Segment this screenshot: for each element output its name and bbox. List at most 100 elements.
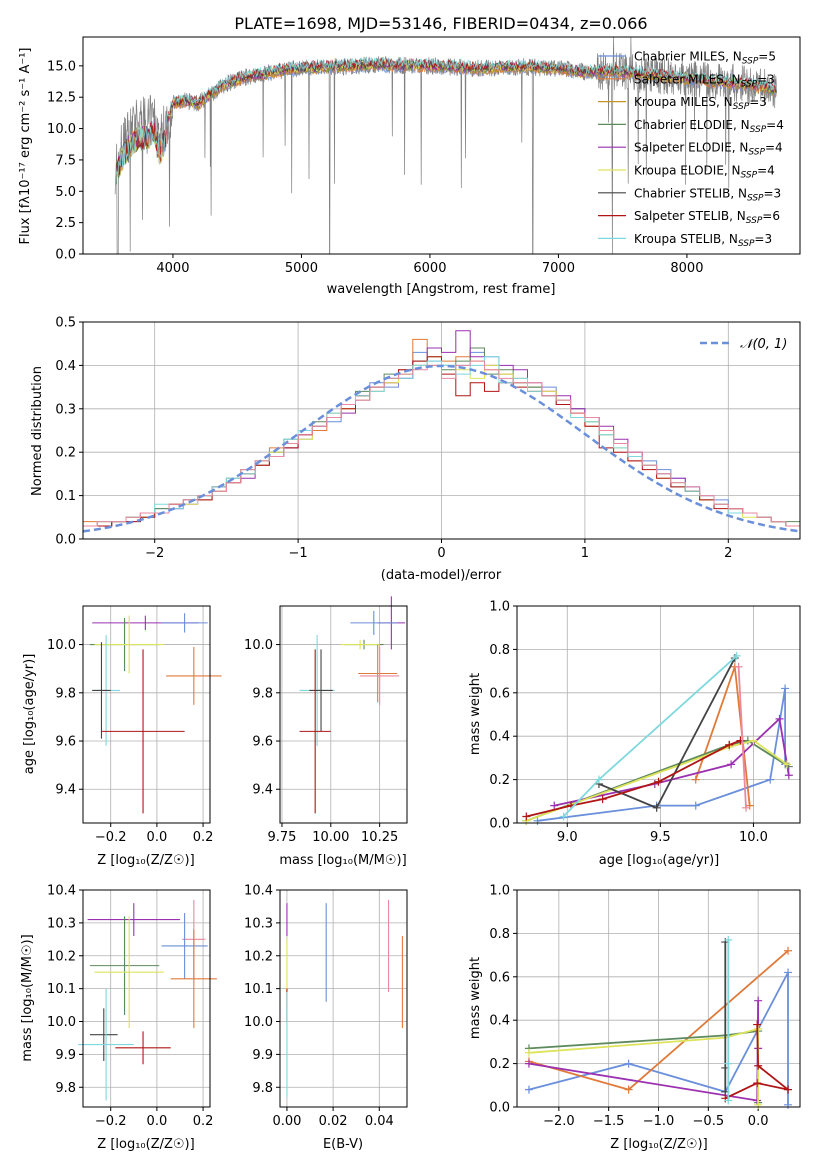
plus-marker — [766, 775, 775, 784]
legend-label: Kroupa MILES, NSSP=3 — [634, 95, 767, 112]
y-tick-label: 2.5 — [55, 216, 76, 231]
y-tick-label: 9.8 — [252, 686, 273, 701]
plus-marker — [784, 946, 793, 955]
y-tick-label: 0.6 — [489, 686, 510, 701]
x-tick-label: −2.0 — [543, 1114, 575, 1129]
x-tick-label: 0 — [437, 546, 445, 561]
x-tick-label: 9.5 — [650, 830, 671, 845]
legend-label: Kroupa STELIB, NSSP=3 — [634, 232, 772, 249]
legend-label: Chabrier ELODIE, NSSP=4 — [634, 118, 784, 135]
plus-marker — [754, 1061, 763, 1070]
legend-label: Chabrier STELIB, NSSP=3 — [634, 186, 781, 203]
x-tick-label: 10.25 — [361, 830, 398, 845]
x-tick-label: 10.00 — [312, 830, 349, 845]
y-tick-label: 1.0 — [489, 884, 510, 899]
histogram-xlabel: (data-model)/error — [381, 568, 502, 583]
y-tick-label: 9.9 — [252, 1048, 273, 1063]
y-tick-label: 0.6 — [489, 970, 510, 985]
massweight-age-ylabel: mass weight — [468, 673, 483, 755]
spectrum-legend: Chabrier MILES, NSSP=5 Salpeter MILES, NS… — [598, 50, 784, 249]
x-tick-label: 9.75 — [267, 830, 296, 845]
y-tick-label: 0.2 — [489, 1057, 510, 1072]
x-tick-label: 5000 — [285, 261, 318, 276]
plus-marker — [754, 996, 763, 1005]
y-tick-label: 10.4 — [47, 884, 76, 899]
spectrum-panel: PLATE=1698, MJD=53146, FIBERID=0434, z=0… — [18, 14, 801, 297]
y-tick-label: 5.0 — [55, 185, 76, 200]
mass-weight-line — [737, 666, 747, 808]
plus-marker — [624, 1085, 633, 1094]
plus-marker — [691, 775, 700, 784]
plus-marker — [732, 651, 741, 660]
model-spectrum-line — [116, 58, 777, 176]
y-tick-label: 0.3 — [55, 402, 76, 417]
plus-marker — [781, 684, 790, 693]
plus-marker — [724, 1096, 733, 1105]
x-tick-label: 0.02 — [319, 1114, 348, 1129]
age-vs-metallicity-panel: −0.2 0.0 0.29.49.69.810.0 Z [log₁₀(Z/Z☉)] … — [22, 605, 222, 868]
x-tick-label: 0.0 — [147, 830, 168, 845]
y-tick-label: 12.5 — [47, 91, 76, 106]
y-tick-label: 9.6 — [252, 735, 273, 750]
y-tick-label: 10.0 — [47, 1015, 76, 1030]
x-tick-label: 0.04 — [365, 1114, 394, 1129]
x-tick-label: −1 — [289, 546, 308, 561]
massweight-metallicity-xlabel: Z [log₁₀(Z/Z☉)] — [610, 1137, 707, 1152]
y-tick-label: 0.0 — [55, 248, 76, 263]
y-tick-label: 10.4 — [244, 884, 273, 899]
plus-marker — [782, 760, 791, 769]
residual-histogram-panel: −2 −1 0 1 2 0.0 0.1 0.2 0.3 0.4 0.5 (data-model)/e… — [30, 316, 801, 583]
x-tick-label: −1.0 — [643, 1114, 675, 1129]
x-tick-label: −0.5 — [693, 1114, 725, 1129]
mass-metallicity-xlabel: Z [log₁₀(Z/Z☉)] — [97, 1137, 194, 1152]
y-tick-label: 10.2 — [47, 949, 76, 964]
normal-legend-label: 𝒩(0, 1) — [740, 337, 787, 352]
age-vs-mass-panel: 9.75 10.00 10.25 9.4 9.6 9.8 10.0 mass [log₁₀(… — [244, 596, 408, 868]
y-tick-label: 0.4 — [489, 1014, 510, 1029]
x-tick-label: 9.0 — [557, 830, 578, 845]
y-tick-label: 0.0 — [489, 817, 510, 832]
plus-marker — [727, 760, 736, 769]
massweight-metallicity-ylabel: mass weight — [468, 957, 483, 1039]
y-tick-label: 10.1 — [244, 982, 273, 997]
plus-marker — [652, 803, 661, 812]
legend-label: Chabrier MILES, NSSP=5 — [634, 50, 776, 67]
plus-marker — [753, 1096, 762, 1105]
x-tick-label: −0.2 — [95, 1114, 127, 1129]
spectrum-xlabel: wavelength [Angstrom, rest frame] — [327, 282, 556, 297]
legend-label: Salpeter ELODIE, NSSP=4 — [634, 141, 783, 158]
mass-metallicity-ylabel: mass [log₁₀(M/M☉)] — [20, 934, 35, 1061]
plus-marker — [784, 968, 793, 977]
y-tick-label: 9.8 — [55, 686, 76, 701]
y-tick-label: 1.0 — [489, 600, 510, 615]
y-tick-label: 10.1 — [47, 982, 76, 997]
y-tick-label: 7.5 — [55, 153, 76, 168]
y-tick-label: 0.8 — [489, 643, 510, 658]
x-tick-label: 6000 — [413, 261, 446, 276]
massweight-age-xlabel: age [log₁₀(age/yr)] — [599, 853, 720, 868]
plus-marker — [724, 935, 733, 944]
plus-marker — [654, 777, 663, 786]
plus-marker — [524, 1085, 533, 1094]
legend-label: Salpeter STELIB, NSSP=6 — [634, 209, 780, 226]
legend-label: Salpeter MILES, NSSP=3 — [634, 72, 775, 89]
x-tick-label: 1 — [581, 546, 589, 561]
x-tick-label: 0.0 — [147, 1114, 168, 1129]
y-tick-label: 0.2 — [55, 446, 76, 461]
plus-marker — [784, 1085, 793, 1094]
mass-weight-line — [525, 739, 788, 822]
x-tick-label: 0.2 — [193, 1114, 214, 1129]
y-tick-label: 10.0 — [244, 1015, 273, 1030]
y-tick-label: 0.4 — [489, 730, 510, 745]
mass-weight-line — [537, 688, 786, 822]
histogram-ylabel: Normed distribution — [30, 366, 45, 496]
plus-marker — [784, 771, 793, 780]
x-tick-label: 7000 — [542, 261, 575, 276]
plus-marker — [725, 740, 734, 749]
legend-label: Kroupa ELODIE, NSSP=4 — [634, 164, 775, 181]
mass-extinction-xlabel: E(B-V) — [323, 1137, 363, 1152]
x-tick-label: 8000 — [670, 261, 703, 276]
plus-marker — [724, 1059, 733, 1068]
plus-marker — [524, 1048, 533, 1057]
